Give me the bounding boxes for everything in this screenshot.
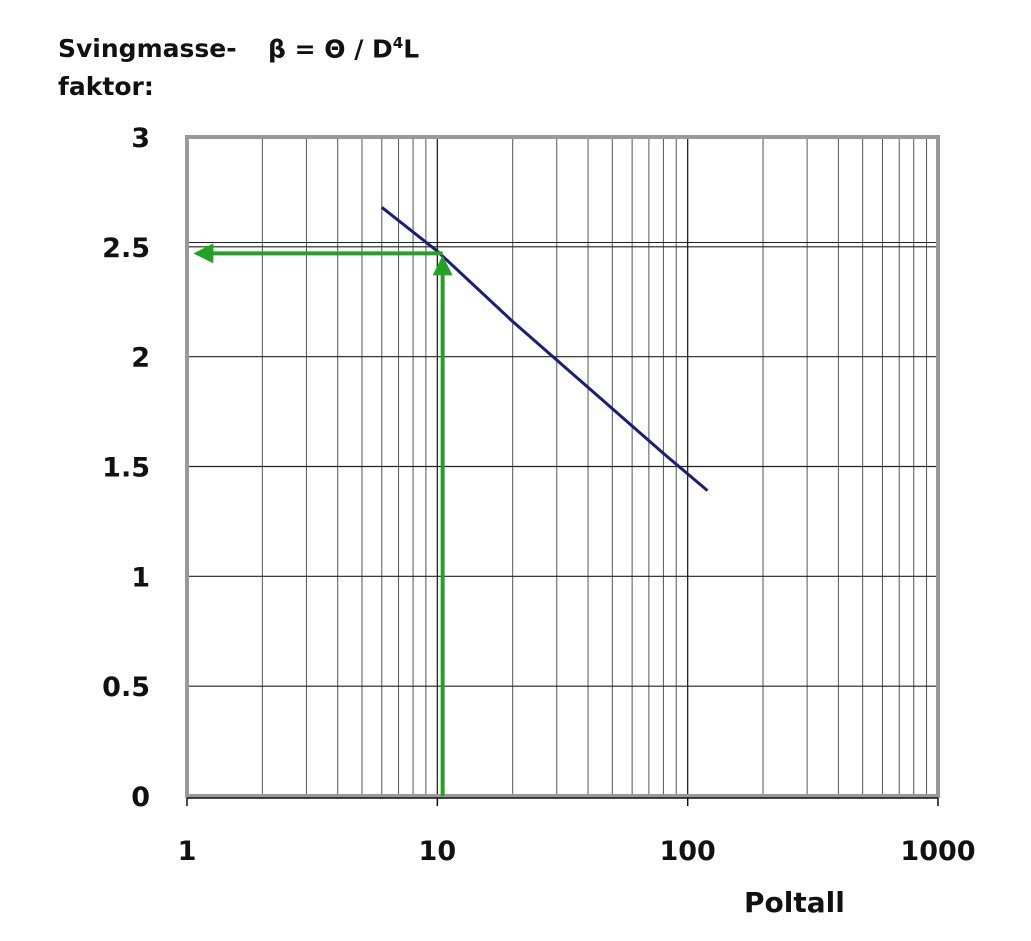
y-tick-label: 2.5 [102, 233, 150, 264]
y-tick-label: 2 [131, 343, 150, 374]
y-tick-label: 0 [131, 782, 150, 813]
formula-rhs: L [403, 34, 420, 64]
y-tick-label: 3 [131, 123, 150, 154]
x-tick-label: 100 [659, 836, 715, 867]
y-axis-label-line1: Svingmasse-faktor: [58, 34, 237, 101]
x-tick-label: 1 [178, 836, 197, 867]
x-tick-label: 1000 [900, 836, 975, 867]
plot-frame [185, 135, 940, 798]
formula-exponent: 4 [392, 34, 404, 52]
y-tick-label: 1 [131, 562, 150, 593]
y-tick-label: 1.5 [102, 453, 150, 484]
x-tick-label: 10 [419, 836, 457, 867]
y-tick-label: 0.5 [102, 672, 150, 703]
data-series-line [380, 206, 709, 492]
y-axis-label: Svingmasse-faktor: [58, 30, 238, 106]
x-axis-label: Poltall [744, 886, 845, 919]
formula-lhs: β = Θ / D [268, 34, 393, 64]
formula-label: β = Θ / D4L [268, 34, 419, 63]
